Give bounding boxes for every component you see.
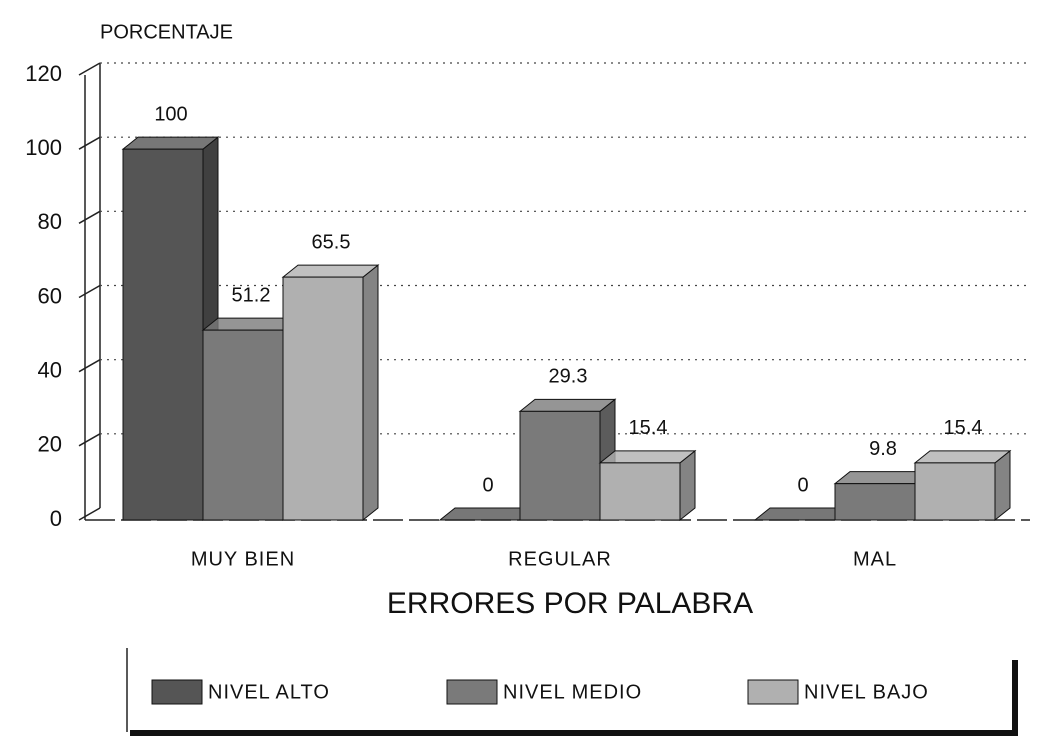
y-tick-label: 100 — [25, 135, 62, 160]
legend-frame — [126, 648, 1018, 736]
y-tick-label: 80 — [38, 209, 62, 234]
x-tick-label: MUY BIEN — [191, 548, 295, 570]
x-tick-label: REGULAR — [508, 548, 612, 570]
bar — [599, 462, 681, 521]
bar-top — [518, 398, 617, 412]
y-axis-label: PORCENTAJE — [100, 21, 233, 43]
value-label: 15.4 — [629, 417, 668, 439]
tick-mark — [78, 433, 101, 447]
tick-mark — [78, 136, 101, 150]
bar — [282, 276, 364, 521]
value-label: 100 — [154, 103, 187, 125]
bar — [519, 410, 601, 521]
y-tick-label: 0 — [50, 506, 62, 531]
bar — [202, 329, 284, 521]
legend-swatch — [151, 679, 203, 705]
value-label: 51.2 — [232, 284, 271, 306]
value-label: 0 — [797, 474, 808, 496]
value-label: 29.3 — [549, 366, 588, 388]
y-tick-label: 40 — [38, 357, 62, 382]
bar-top — [913, 450, 1012, 464]
y-tick-label: 20 — [38, 432, 62, 457]
legend-swatch — [747, 679, 799, 705]
legend-label: NIVEL ALTO — [208, 681, 330, 703]
bar — [122, 148, 204, 521]
tick-mark — [78, 210, 101, 224]
legend-label: NIVEL BAJO — [804, 681, 929, 703]
value-label: 0 — [482, 474, 493, 496]
bar-side — [362, 264, 379, 522]
tick-mark — [78, 62, 101, 76]
bar-top — [598, 450, 697, 464]
legend-label: NIVEL MEDIO — [503, 681, 642, 703]
value-label: 9.8 — [869, 438, 897, 460]
bar-top — [121, 136, 220, 150]
y-tick-label: 60 — [38, 283, 62, 308]
tick-mark — [78, 507, 101, 521]
tick-mark — [78, 284, 101, 299]
value-label: 15.4 — [944, 417, 983, 439]
value-label: 65.5 — [312, 231, 351, 253]
bar — [834, 483, 916, 521]
x-axis-label: ERRORES POR PALABRA — [387, 587, 753, 620]
x-tick-label: MAL — [853, 548, 897, 570]
y-tick-label: 120 — [25, 61, 62, 86]
bar-top — [281, 264, 380, 278]
legend-swatch — [446, 679, 498, 705]
tick-mark — [78, 359, 101, 373]
bar — [914, 462, 996, 521]
